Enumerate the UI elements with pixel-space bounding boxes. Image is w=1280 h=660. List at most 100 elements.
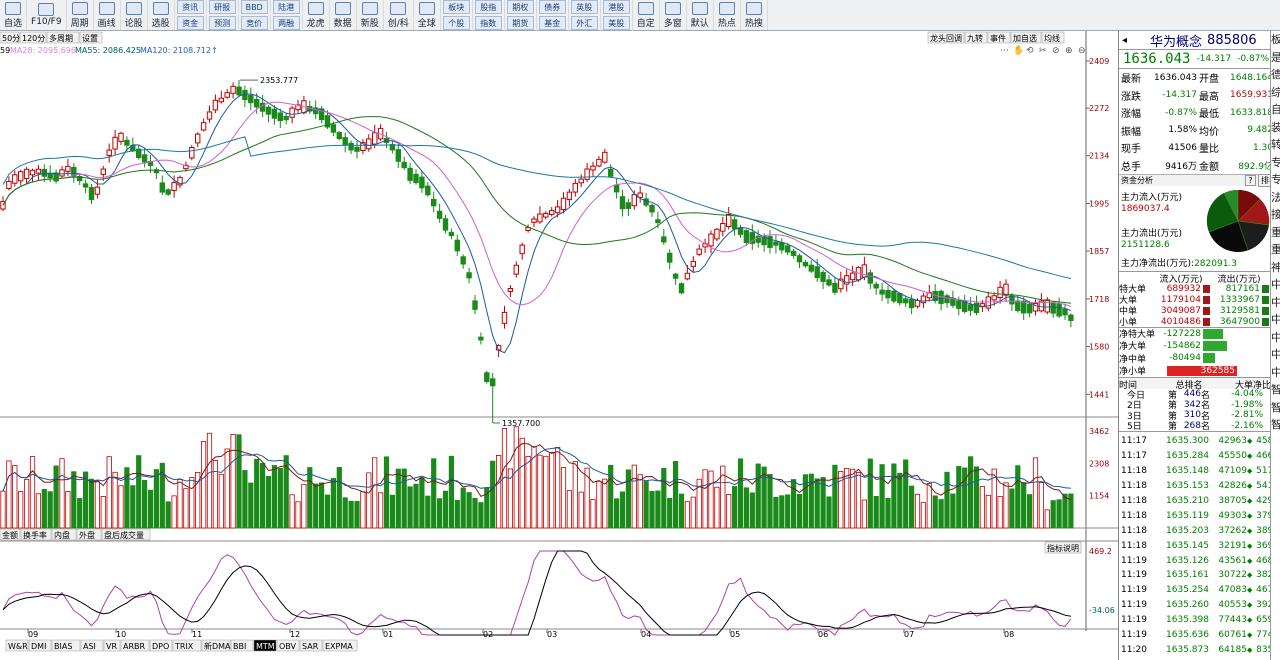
nav-prev-icon[interactable]: ◂ <box>1122 34 1128 46</box>
toolbar-clock-button[interactable]: 周期 <box>67 0 94 30</box>
right-tab[interactable] <box>964 31 988 44</box>
tick-count: 3890 <box>1256 525 1279 536</box>
indicator-tab[interactable] <box>103 639 121 652</box>
toolbar-small-button[interactable]: 竞价 <box>240 16 268 30</box>
toolbar-tiger-button[interactable]: 龙虎 <box>303 0 330 30</box>
zoom-out-icon[interactable]: ⊖ <box>1078 46 1086 56</box>
toolbar-small-button[interactable]: 资讯 <box>176 0 204 14</box>
volume-bar <box>1062 493 1068 529</box>
toolbar-small-button[interactable]: 个股 <box>442 16 470 30</box>
toolbar-small-button[interactable]: 外汇 <box>570 16 598 30</box>
indicator-tab[interactable] <box>51 639 81 652</box>
hand-icon[interactable]: ✋ <box>1013 44 1024 56</box>
candle-body <box>436 210 443 219</box>
volume-bar <box>413 483 419 529</box>
indicator-tab[interactable] <box>253 639 277 652</box>
toolbar-multiwindow-button[interactable]: 多窗 <box>660 0 687 30</box>
ind-tab[interactable] <box>0 528 21 541</box>
toolbar-f10-button[interactable]: F10/F9 <box>27 0 67 30</box>
ind-tab[interactable] <box>51 528 77 541</box>
candle-body <box>53 172 59 182</box>
cut-icon[interactable]: ✂ <box>1039 46 1047 56</box>
right-tab[interactable] <box>927 31 965 44</box>
toolbar-newstock-button[interactable]: 新股 <box>357 0 384 30</box>
tick-list[interactable]: 11:17 1635.300 42963 ◆ 4589 11:17 1635.284 4555… <box>1119 431 1280 657</box>
toolbar-small-button[interactable]: 基金 <box>538 16 566 30</box>
volume-bar <box>855 472 862 529</box>
net-bar <box>1203 328 1223 339</box>
toolbar-small-button[interactable]: 期权 <box>506 0 534 14</box>
toolbar-small-button[interactable]: BBD <box>240 0 268 14</box>
indicator-help-button[interactable] <box>1044 541 1082 554</box>
toolbar-small-button[interactable]: 债券 <box>538 0 566 14</box>
candle-body <box>407 167 413 181</box>
indicator-tab[interactable] <box>230 639 254 652</box>
fund-out-value: 817161 <box>1225 283 1260 294</box>
volume-bar <box>460 487 466 529</box>
toolbar-custom-button[interactable]: 自定 <box>633 0 660 30</box>
indicator-tab[interactable] <box>172 639 202 652</box>
indicator-tab[interactable] <box>80 639 104 652</box>
toolbar-small-button[interactable]: 预测 <box>208 16 236 30</box>
mtm-tick-label: -34.06 <box>1089 606 1115 615</box>
volume-bar <box>802 474 809 529</box>
toolbar-small-button[interactable]: 期货 <box>506 16 534 30</box>
candle-body <box>985 296 991 309</box>
candle-body <box>1015 300 1021 312</box>
toolbar-small-button[interactable]: 陆港 <box>272 0 300 14</box>
toolbar-star-button[interactable]: 自选 <box>0 0 28 30</box>
ind-tab[interactable] <box>76 528 102 541</box>
toolbar-globe-button[interactable]: 全球 <box>414 0 441 30</box>
kline-chart-area[interactable]: 50分 120分 多周期 设置 59 MA28: 2095.696 MA55: 2086.4… <box>0 31 1118 660</box>
toolbar-small-button[interactable]: 两融 <box>272 16 300 30</box>
toolbar-small-button[interactable]: 资金 <box>176 16 204 30</box>
toolbar-small-button[interactable]: 研报 <box>208 0 236 14</box>
indicator-tab[interactable] <box>149 639 173 652</box>
toolbar-check-button[interactable]: 选股 <box>148 0 175 30</box>
zoom-in-icon[interactable]: ⊕ <box>1065 46 1073 56</box>
toolbar-small-button[interactable]: 指数 <box>474 16 502 30</box>
indicator-tab[interactable] <box>120 639 150 652</box>
toolbar-hotsearch-button[interactable]: 热搜 <box>741 0 768 30</box>
toolbar-chuang-button[interactable]: 创/科 <box>384 0 414 30</box>
reset-icon[interactable]: ⟲ <box>1026 46 1034 56</box>
right-tab[interactable] <box>1010 31 1042 44</box>
period-tab[interactable] <box>19 31 47 44</box>
tick-price: 1635.119 <box>1166 510 1209 521</box>
toolbar-small-button[interactable]: 美股 <box>602 16 630 30</box>
more-icon[interactable]: ⋯ <box>1000 46 1009 56</box>
toolbar-small-button[interactable]: 港股 <box>602 0 630 14</box>
toolbar-small-button[interactable]: 板块 <box>442 0 470 14</box>
tick-row: 11:18 1635.119 49303 ◆ 3791 <box>1119 508 1280 523</box>
toolbar-hot-button[interactable]: 热点 <box>714 0 741 30</box>
indicator-tab[interactable] <box>299 639 323 652</box>
period-tab[interactable] <box>79 31 103 44</box>
candle-body <box>18 171 24 182</box>
net-row-value: -127228 <box>1163 328 1201 339</box>
toolbar-small-button[interactable]: 股指 <box>474 0 502 14</box>
indicator-tab[interactable] <box>28 639 52 652</box>
indicator-tab[interactable] <box>201 639 231 652</box>
tick-time: 11:18 <box>1121 540 1147 551</box>
period-tab[interactable] <box>46 31 80 44</box>
ind-tab[interactable] <box>101 528 151 541</box>
indicator-tab[interactable] <box>322 639 358 652</box>
toolbar-pen-button[interactable]: 画线 <box>94 0 121 30</box>
right-tab[interactable] <box>1041 31 1065 44</box>
indicator-tab[interactable] <box>276 639 300 652</box>
indicator-tab[interactable] <box>5 639 29 652</box>
candle-body <box>572 182 578 193</box>
right-tab[interactable] <box>987 31 1011 44</box>
toolbar-data-button[interactable]: 数据 <box>330 0 357 30</box>
ind-tab[interactable] <box>20 528 52 541</box>
toolbar-chat-button[interactable]: 论股 <box>121 0 148 30</box>
period-tab[interactable] <box>0 31 20 44</box>
right-tab-label: 龙头回调 <box>930 33 962 43</box>
clear-icon[interactable]: ⊘ <box>1052 46 1060 56</box>
help-icon[interactable]: ? <box>1245 175 1256 186</box>
volume-bar <box>708 470 714 529</box>
candle-body <box>318 108 325 121</box>
volume-bar <box>867 458 873 529</box>
toolbar-small-button[interactable]: 英股 <box>570 0 598 14</box>
toolbar-home-button[interactable]: 默认 <box>687 0 714 30</box>
